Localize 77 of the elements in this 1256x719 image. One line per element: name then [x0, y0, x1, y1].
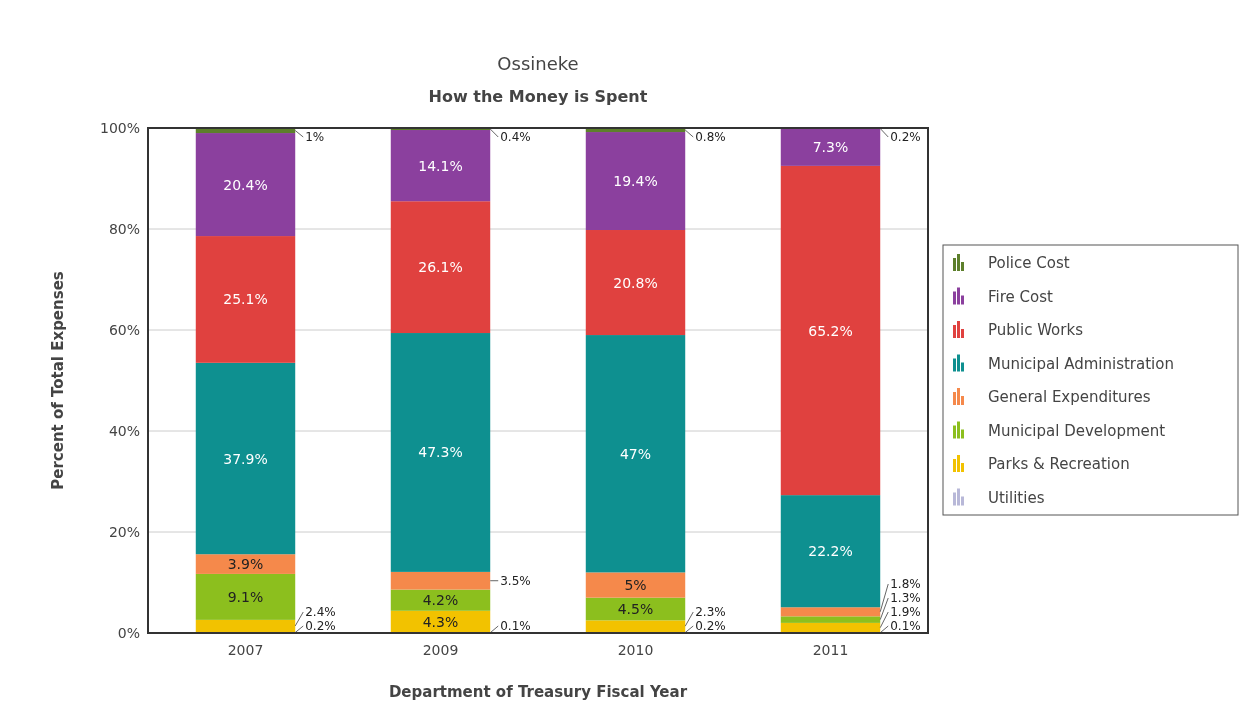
bar [390, 130, 491, 202]
data-label: 14.1% [418, 157, 463, 174]
data-label: 3.5% [500, 573, 531, 588]
bar [390, 571, 491, 590]
data-label: 1.9% [890, 605, 921, 619]
bar [585, 132, 686, 231]
bar [195, 362, 296, 555]
bar [195, 619, 296, 632]
bar [780, 622, 881, 633]
bar [780, 165, 881, 496]
data-label: 0.2% [890, 130, 921, 144]
bar [585, 620, 686, 632]
legend-label: Public Works [988, 321, 1084, 339]
data-label: 37.9% [223, 450, 268, 467]
bar [585, 230, 686, 336]
chart-title: Ossineke [497, 53, 579, 74]
bar [195, 236, 296, 363]
data-label: 0.1% [500, 619, 531, 633]
data-label: 25.1% [223, 291, 268, 308]
bar [195, 133, 296, 237]
data-label: 3.9% [227, 556, 264, 573]
data-label: 22.2% [808, 543, 853, 560]
bar [780, 129, 881, 166]
legend-label: Parks & Recreation [988, 455, 1130, 473]
chart-subtitle: How the Money is Spent [428, 87, 648, 106]
bar [390, 201, 491, 334]
bar [195, 573, 296, 620]
data-label: 0.2% [695, 619, 726, 633]
x-tick-label: 2011 [812, 642, 849, 658]
x-axis-title: Department of Treasury Fiscal Year [388, 683, 688, 701]
data-label: 0.4% [500, 130, 531, 144]
bar [390, 589, 491, 611]
data-label: 65.2% [808, 322, 853, 339]
y-tick-label: 60% [108, 322, 140, 338]
y-tick-label: 40% [108, 423, 140, 439]
bar [195, 554, 296, 574]
data-label: 2.4% [305, 605, 336, 619]
legend-label: Municipal Development [988, 421, 1166, 440]
y-tick-label: 0% [117, 625, 140, 641]
x-tick-label: 2010 [617, 642, 654, 658]
data-label: 2.3% [695, 605, 726, 619]
data-label: 9.1% [227, 588, 264, 605]
data-label: 1.8% [890, 577, 921, 591]
legend-label: General Expenditures [988, 388, 1151, 406]
x-tick-label: 2007 [227, 642, 264, 658]
data-label: 0.8% [695, 130, 726, 144]
x-tick-label: 2009 [422, 642, 459, 658]
bar [390, 333, 491, 572]
data-label: 7.3% [812, 139, 849, 156]
data-label: 20.4% [223, 176, 268, 193]
legend-label: Fire Cost [988, 287, 1053, 306]
data-label: 4.2% [422, 592, 459, 609]
data-label: 47% [619, 445, 652, 462]
bar [780, 616, 881, 623]
data-label: 47.3% [418, 444, 463, 461]
data-label: 20.8% [613, 274, 658, 291]
data-label: 26.1% [418, 259, 463, 276]
y-axis-title: Percent of Total Expenses [49, 271, 67, 490]
data-label: 4.3% [422, 613, 459, 630]
bar [390, 610, 491, 633]
data-label: 0.2% [305, 619, 336, 633]
data-label: 19.4% [613, 173, 658, 190]
legend-label: Utilities [988, 488, 1045, 507]
bar [780, 607, 881, 617]
legend-label: Municipal Administration [988, 354, 1174, 373]
y-tick-label: 80% [108, 221, 140, 237]
y-tick-label: 100% [99, 120, 140, 136]
data-label: 1% [305, 130, 325, 144]
data-label: 5% [624, 577, 647, 594]
bar [585, 572, 686, 598]
bar [585, 335, 686, 573]
data-label: 1.3% [890, 591, 921, 605]
data-label: 0.1% [890, 619, 921, 633]
data-label: 4.5% [617, 601, 654, 618]
y-tick-label: 20% [108, 524, 140, 540]
legend-label: Police Cost [988, 254, 1070, 272]
bar [780, 495, 881, 608]
